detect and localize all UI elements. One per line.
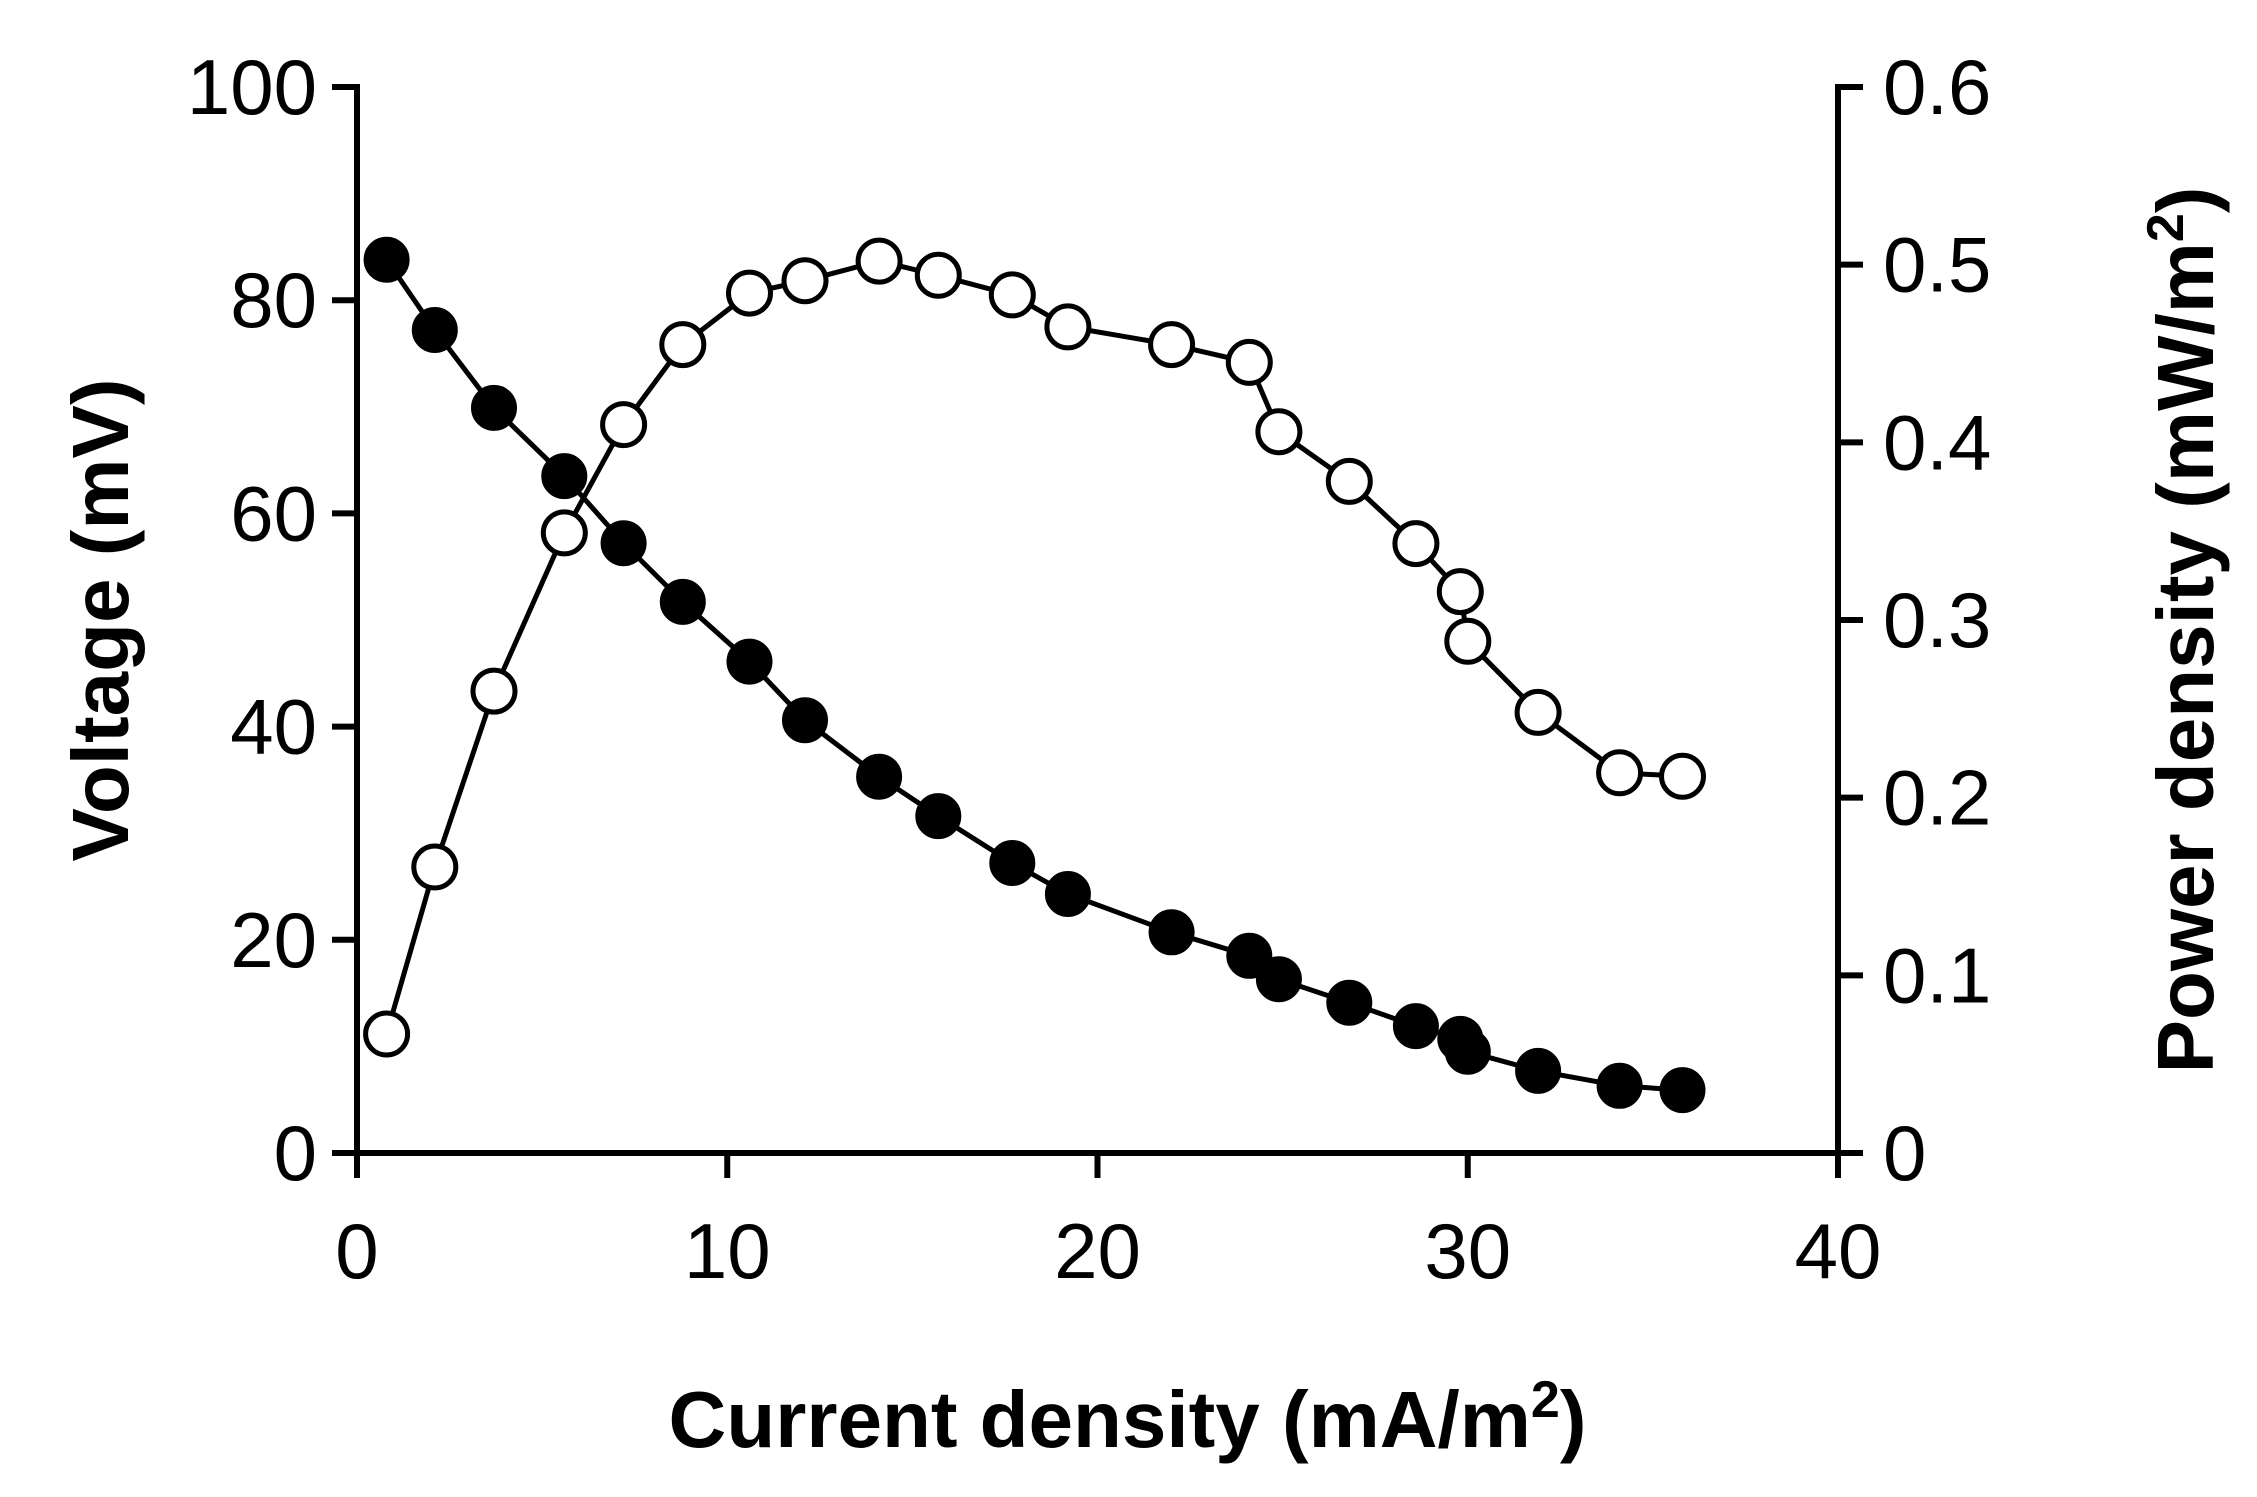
left-y-tick-label: 60 [230, 469, 317, 557]
axes [354, 84, 1841, 1156]
data-point-power-density [659, 321, 707, 369]
ticks: 0 20 40 60 80 100 0 0.1 0.2 0.3 0.4 0.5 0.6 0 10 20 30 40 [187, 43, 1992, 1295]
data-point-power-density [1659, 752, 1706, 800]
data-point-power-density [1148, 321, 1196, 369]
data-point-power-density [781, 257, 829, 305]
data-point-voltage [411, 307, 458, 353]
data-point-voltage [1326, 979, 1373, 1026]
data-point-power-density [470, 667, 518, 715]
data-point-power-density [1225, 338, 1273, 386]
data-point-voltage [989, 840, 1036, 886]
data-point-power-density [1444, 617, 1492, 665]
data-point-voltage [1044, 871, 1091, 917]
data-point-voltage [1444, 1028, 1491, 1075]
left-y-tick-label: 100 [187, 43, 317, 131]
data-point-power-density [1596, 749, 1644, 797]
data-point-power-density [600, 401, 648, 449]
left-y-tick-label: 80 [230, 256, 317, 344]
left-y-tick-label: 40 [230, 683, 317, 771]
data-point-voltage [541, 453, 588, 500]
right-y-axis-title: Power density (mW/m2) [2137, 187, 2230, 1074]
data-point-power-density [1436, 568, 1484, 616]
x-tick-label: 10 [684, 1207, 771, 1295]
x-tick-label: 40 [1795, 1207, 1882, 1295]
data-point-power-density [1392, 520, 1440, 568]
data-point-voltage [1392, 1003, 1439, 1050]
data-point-voltage [659, 578, 706, 625]
data-point-power-density [914, 251, 962, 299]
x-tick-label: 30 [1424, 1207, 1511, 1295]
data-point-power-density [411, 843, 459, 891]
data-point-power-density [1325, 457, 1373, 505]
data-point-power-density [1255, 408, 1303, 456]
data-point-voltage [1255, 956, 1302, 1003]
left-y-tick-label: 0 [274, 1109, 317, 1197]
right-y-tick-label: 0.1 [1883, 931, 1991, 1019]
data-point-voltage [1515, 1047, 1562, 1094]
series-line-power-density [384, 258, 1683, 1035]
x-tick-label: 0 [335, 1207, 378, 1295]
data-point-power-density [988, 271, 1036, 319]
right-y-tick-label: 0.5 [1883, 221, 1991, 309]
data-point-power-density [1044, 303, 1092, 351]
data-point-voltage [471, 384, 517, 431]
right-y-tick-label: 0.2 [1883, 754, 1991, 842]
data-point-voltage [363, 236, 410, 283]
right-y-tick-label: 0.4 [1883, 398, 1991, 486]
right-y-tick-label: 0 [1883, 1109, 1926, 1197]
right-y-tick-label: 0.3 [1883, 576, 1991, 664]
data-point-voltage [600, 520, 647, 567]
data-point-power-density [855, 237, 903, 285]
series-lines [384, 258, 1683, 1093]
series-line-voltage [384, 258, 1683, 1093]
right-y-tick-label: 0.6 [1883, 43, 1991, 131]
data-point-power-density [726, 269, 773, 317]
data-point-voltage [1596, 1062, 1643, 1109]
data-point-voltage [1659, 1067, 1706, 1114]
data-point-voltage [726, 638, 773, 685]
data-point-voltage [1148, 909, 1195, 956]
data-point-power-density [540, 509, 588, 557]
series-points [363, 236, 1706, 1114]
data-point-voltage [856, 753, 903, 800]
data-point-power-density [1514, 688, 1562, 736]
x-axis-title: Current density (mA/m2) [669, 1371, 1587, 1464]
left-y-tick-label: 20 [230, 896, 317, 984]
x-tick-label: 20 [1054, 1207, 1141, 1295]
data-point-power-density [363, 1010, 411, 1058]
data-point-voltage [782, 697, 828, 744]
left-y-axis-title: Voltage (mV) [56, 378, 145, 861]
data-point-voltage [915, 793, 962, 840]
